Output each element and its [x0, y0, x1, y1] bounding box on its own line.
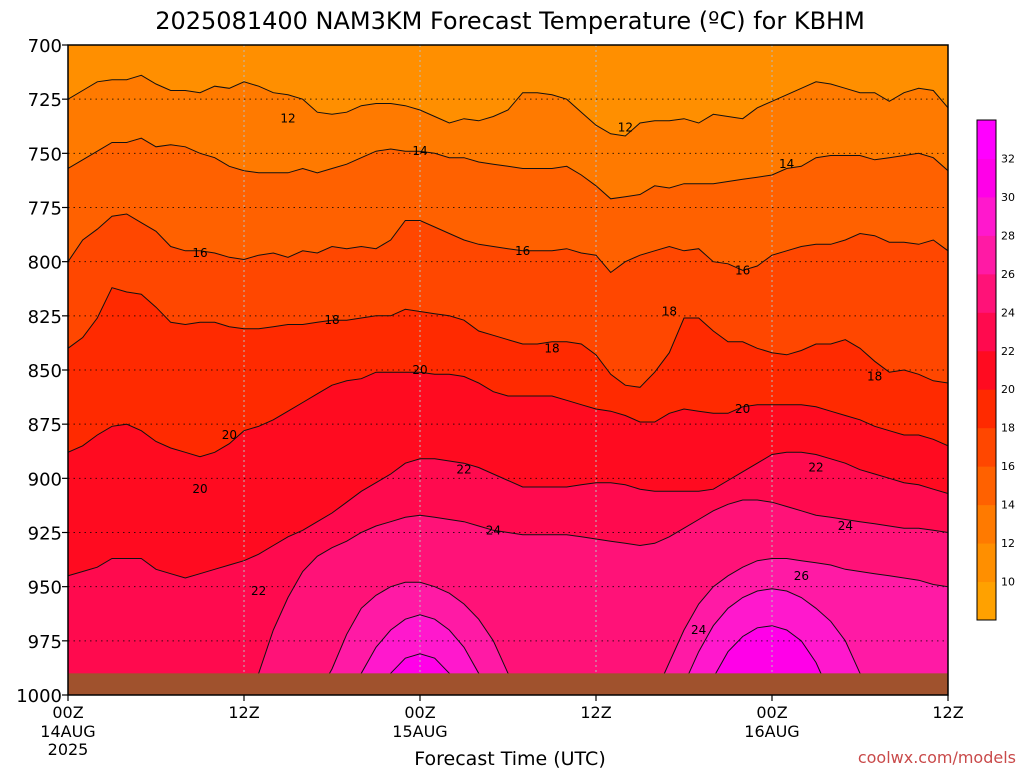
- x-tick-date-2: 15AUG: [392, 722, 447, 741]
- contour-label-22: 22: [251, 584, 266, 598]
- x-tick-label-3: 12Z: [580, 703, 611, 722]
- contour-label-16: 16: [515, 244, 530, 258]
- colorbar-tick-12: 12: [1001, 537, 1015, 550]
- temperature-fill-layer: [68, 45, 948, 695]
- x-axis-label: Forecast Time (UTC): [414, 748, 605, 768]
- colorbar-segment: [977, 466, 996, 506]
- contour-label-18: 18: [662, 305, 677, 319]
- colorbar-segment: [977, 504, 996, 544]
- colorbar-tick-10: 10: [1001, 576, 1015, 589]
- contour-label-20: 20: [192, 482, 207, 496]
- contour-label-24: 24: [838, 519, 853, 533]
- contour-line-layer: [68, 74, 948, 695]
- x-tick-date-4: 16AUG: [744, 722, 799, 741]
- colorbar-tick-28: 28: [1001, 229, 1015, 242]
- y-tick-label-725: 725: [28, 90, 62, 111]
- contour-label-20: 20: [222, 428, 237, 442]
- contour-line-24: [68, 499, 948, 695]
- colorbar-segment: [977, 350, 996, 390]
- contour-line-22: [68, 451, 948, 579]
- x-tick-label-4: 00Z: [756, 703, 787, 722]
- colorbar-segment: [977, 543, 996, 583]
- contour-line-20: [68, 371, 948, 458]
- x-tick-year-0: 2025: [48, 740, 89, 759]
- contour-label-18: 18: [867, 370, 882, 384]
- contour-line-18: [68, 287, 948, 388]
- y-tick-label-800: 800: [28, 253, 62, 274]
- contour-line-26: [68, 558, 948, 695]
- x-tick-label-5: 12Z: [932, 703, 963, 722]
- colorbar-segment: [977, 235, 996, 275]
- y-tick-label-950: 950: [28, 578, 62, 599]
- colorbar-segment: [977, 273, 996, 313]
- contour-label-20: 20: [412, 363, 427, 377]
- y-tick-label-900: 900: [28, 469, 62, 490]
- contour-label-layer: 12 12 14 14 16 16 16 18 18 18 18 20 20 20 20 22 22 22 24 24…: [192, 112, 882, 637]
- y-tick-label-975: 975: [28, 632, 62, 653]
- contour-label-16: 16: [735, 263, 750, 277]
- x-tick-label-1: 12Z: [228, 703, 259, 722]
- contour-label-14: 14: [779, 157, 794, 171]
- colorbar-segment: [977, 158, 996, 198]
- colorbar-segment: [977, 196, 996, 236]
- contour-label-12: 12: [618, 120, 633, 134]
- contour-label-24: 24: [691, 623, 706, 637]
- contour-label-22: 22: [456, 463, 471, 477]
- chart-title: 2025081400 NAM3KM Forecast Temperature (…: [155, 7, 865, 35]
- contour-line-16: [68, 213, 948, 274]
- y-tick-label-850: 850: [28, 361, 62, 382]
- colorbar-segment: [977, 312, 996, 352]
- grid-layer: [68, 45, 948, 695]
- colorbar-frame: [976, 119, 997, 621]
- contour-label-18: 18: [544, 341, 559, 355]
- contour-label-14: 14: [412, 144, 427, 158]
- ground-surface: [68, 673, 948, 695]
- contour-line-28: [68, 588, 948, 695]
- colorbar-tick-22: 22: [1001, 345, 1015, 358]
- colorbar-tick-16: 16: [1001, 460, 1015, 473]
- colorbar-tick-32: 32: [1001, 152, 1015, 165]
- y-tick-label-925: 925: [28, 524, 62, 545]
- y-tick-label-750: 750: [28, 144, 62, 165]
- x-tick-label-0: 00Z: [52, 703, 83, 722]
- contour-label-26: 26: [794, 569, 809, 583]
- y-axis: 700 725 750 775 800 825 850 875 900 925 950 975 1000: [16, 36, 68, 707]
- contour-line-30: [68, 625, 948, 695]
- y-tick-label-875: 875: [28, 415, 62, 436]
- x-tick-label-2: 00Z: [404, 703, 435, 722]
- colorbar-tick-20: 20: [1001, 383, 1015, 396]
- credit-text: coolwx.com/models: [858, 748, 1016, 767]
- contour-label-22: 22: [808, 461, 823, 475]
- y-tick-label-700: 700: [28, 36, 62, 57]
- colorbar: 10 12 14 16 18 20 22 24 26 28 30 32: [976, 119, 1015, 621]
- contour-line-14: [68, 137, 948, 200]
- colorbar-segment: [977, 427, 996, 467]
- contour-label-20: 20: [735, 402, 750, 416]
- colorbar-tick-26: 26: [1001, 268, 1015, 281]
- y-tick-label-775: 775: [28, 199, 62, 220]
- colorbar-tick-30: 30: [1001, 191, 1015, 204]
- colorbar-segment: [977, 120, 996, 159]
- x-tick-date-0: 14AUG: [40, 722, 95, 741]
- y-tick-label-1000: 1000: [16, 686, 62, 707]
- colorbar-tick-24: 24: [1001, 306, 1015, 319]
- contour-line-12: [68, 74, 948, 137]
- colorbar-tick-14: 14: [1001, 499, 1015, 512]
- y-tick-label-825: 825: [28, 307, 62, 328]
- contour-label-12: 12: [280, 112, 295, 126]
- contour-label-16: 16: [192, 246, 207, 260]
- contour-label-24: 24: [486, 523, 501, 537]
- ground-layer: [68, 673, 948, 695]
- colorbar-tick-18: 18: [1001, 422, 1015, 435]
- colorbar-segment: [977, 389, 996, 429]
- contour-label-18: 18: [324, 313, 339, 327]
- colorbar-segment: [977, 581, 996, 621]
